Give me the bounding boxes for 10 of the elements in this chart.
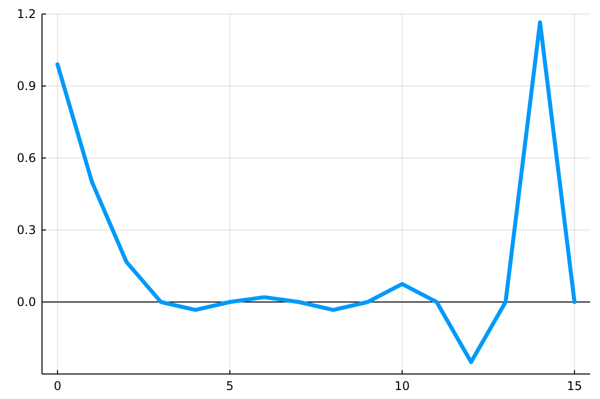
x-tick-label: 5: [226, 379, 234, 393]
y-tick-label: 0.9: [16, 79, 36, 94]
y-tick-label: 0.3: [16, 223, 36, 238]
y-tick-label: 0.6: [16, 151, 36, 166]
y-tick-label: 1.2: [16, 7, 36, 22]
line-series: [56, 20, 576, 364]
y-tick-label: 0.0: [16, 295, 36, 310]
x-tick-label: 15: [566, 379, 582, 393]
x-tick-label: 0: [54, 379, 62, 393]
x-tick-label: 10: [394, 379, 410, 393]
